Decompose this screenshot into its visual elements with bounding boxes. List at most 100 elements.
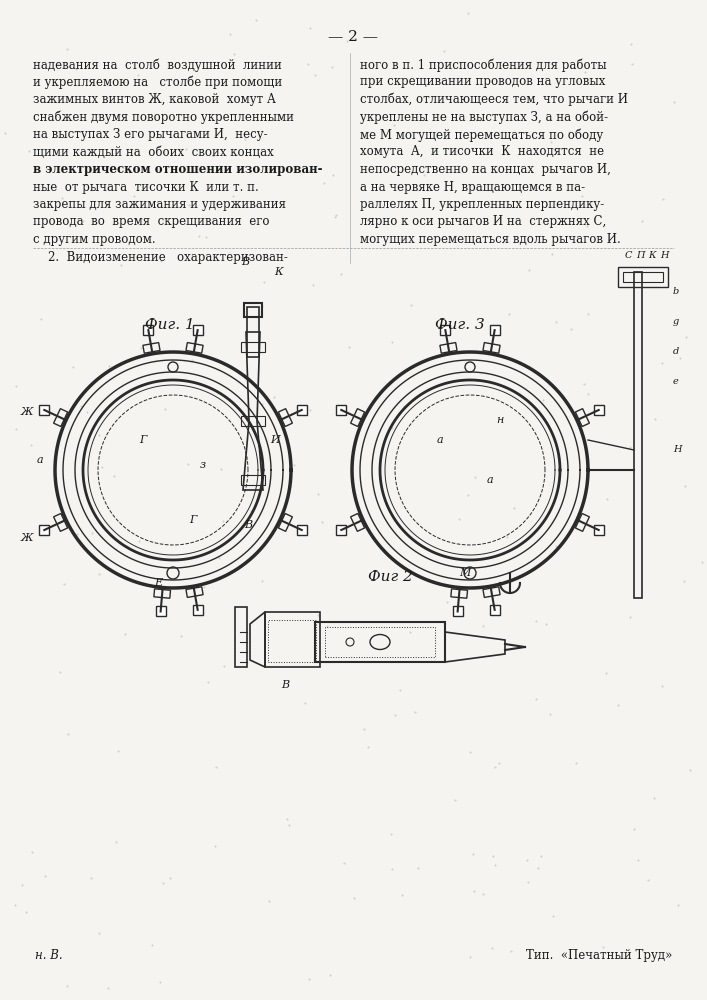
Point [545,134,556,150]
Polygon shape [337,405,346,415]
Point [310,67,321,83]
Point [674,350,686,366]
Bar [247,307,259,357]
Point [86,525,98,541]
Bar [618,267,668,287]
Point [679,573,690,589]
Point [503,306,514,322]
Text: П: П [636,251,644,260]
Point [566,321,577,337]
Text: Е: Е [154,578,162,588]
Point [229,46,240,62]
Point [530,691,542,707]
Point [443,71,455,87]
Point [327,59,338,75]
Point [180,141,191,157]
Point [407,76,419,92]
Point [505,943,516,959]
Point [563,124,575,140]
Point [71,61,82,77]
Polygon shape [144,325,153,335]
Point [245,503,257,519]
Polygon shape [452,606,462,616]
Point [305,20,316,36]
Text: а на червяке Н, вращающемся в па-: а на червяке Н, вращающемся в па- [360,180,585,194]
Point [460,193,472,209]
Point [11,421,22,437]
Text: b: b [673,288,679,296]
Bar [634,272,642,598]
Point [544,706,556,722]
Text: Г: Г [189,515,197,525]
Point [10,897,21,913]
Point [489,857,501,873]
Text: провода  во  время  скрещивания  его: провода во время скрещивания его [33,216,269,229]
Point [386,826,397,842]
Point [404,624,415,640]
Point [175,628,187,644]
Point [165,870,176,886]
Text: на выступах З его рычагами И,  несу-: на выступах З его рычагами И, несу- [33,128,268,141]
Text: столбах, отличающееся тем, что рычаги И: столбах, отличающееся тем, что рычаги И [360,93,628,106]
Text: В: В [244,520,252,530]
Point [312,607,323,623]
Point [637,213,648,229]
Point [187,352,198,368]
Point [317,514,328,530]
Text: н. В.: н. В. [35,949,63,962]
Point [331,207,342,223]
Point [469,469,481,485]
Point [102,159,113,175]
Point [532,860,544,876]
Point [132,67,144,83]
Bar [623,272,663,282]
Point [394,682,405,698]
Point [321,618,332,634]
Point [489,759,501,775]
Point [578,376,590,392]
Text: М: М [460,568,471,578]
Bar [235,607,247,667]
Point [288,457,300,473]
Point [40,868,51,884]
Point [521,852,532,868]
Point [208,148,219,164]
Point [155,974,166,990]
Point [547,246,558,262]
Point [111,834,122,850]
Text: В: В [281,680,289,690]
Bar [241,475,265,485]
Point [305,402,316,418]
Text: Ж: Ж [21,533,33,543]
Point [112,743,124,759]
Point [16,877,28,893]
Point [209,838,221,854]
Point [257,573,268,589]
Point [624,439,636,455]
Point [108,468,119,484]
Bar [325,627,435,657]
Point [628,821,639,837]
Bar [244,303,262,317]
Text: в электрическом отношении изолирован-: в электрическом отношении изолирован- [33,163,322,176]
Text: Н: Н [660,251,668,260]
Point [215,461,226,477]
Text: укреплены не на выступах З, а на обой-: укреплены не на выступах З, а на обой- [360,110,608,124]
Point [625,609,636,625]
Point [464,949,475,965]
Text: К: К [274,267,282,277]
Text: ные  от рычага  тисочки К  или т. п.: ные от рычага тисочки К или т. п. [33,180,259,194]
Point [501,529,513,545]
Point [218,513,229,529]
Point [200,229,211,245]
Point [349,890,360,906]
Point [679,478,691,494]
Point [54,664,65,680]
Text: e: e [673,377,679,386]
Point [454,511,465,527]
Point [535,848,547,864]
Point [202,674,214,690]
Point [582,306,593,322]
Point [61,978,72,994]
Point [580,64,591,80]
